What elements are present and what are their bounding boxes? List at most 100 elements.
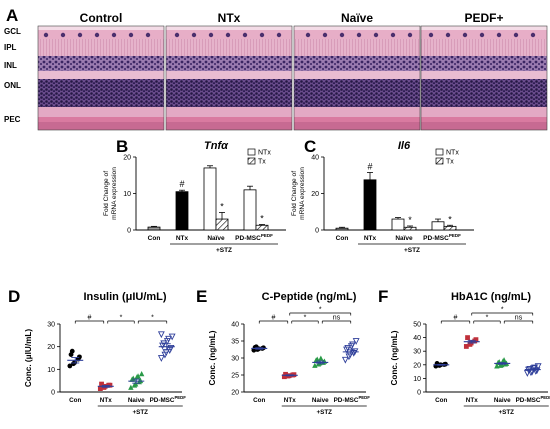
image-border xyxy=(293,25,421,131)
significance-mark: * xyxy=(220,201,224,211)
panel-label-e: E xyxy=(196,287,207,306)
image-border xyxy=(37,25,165,131)
chart-title: Il6 xyxy=(398,140,411,152)
bar xyxy=(431,221,445,231)
y-tick-label: 40 xyxy=(311,155,319,162)
onl-layer xyxy=(166,79,292,107)
gcl-layer xyxy=(38,30,164,39)
data-point xyxy=(283,371,288,377)
ganglion-cell xyxy=(462,32,468,38)
layer-label: GCL xyxy=(4,27,21,36)
legend-label: Tx xyxy=(446,159,454,166)
ganglion-cell xyxy=(390,32,396,38)
ganglion-cell xyxy=(174,32,180,38)
choroid-layer xyxy=(38,122,164,130)
significance-mark: * xyxy=(260,214,264,224)
y-tick-label: 25 xyxy=(231,373,239,380)
choroid-layer xyxy=(294,122,420,130)
x-tick-label-main: PD-MSC xyxy=(334,397,359,404)
data-point xyxy=(473,337,479,343)
image-border xyxy=(420,25,548,131)
y-tick-label: 20 xyxy=(231,390,239,397)
ganglion-cell xyxy=(276,32,282,38)
data-point xyxy=(67,363,73,369)
ganglion-cell xyxy=(191,32,197,38)
bar xyxy=(215,218,229,231)
y-axis-label: Conc. (ng/mL) xyxy=(208,330,217,385)
photoreceptor-layer xyxy=(294,107,420,117)
histology-column-label: PEDF+ xyxy=(464,11,503,25)
y-tick-label: 40 xyxy=(413,335,421,342)
significance-mark: # xyxy=(272,315,276,322)
ipl-layer xyxy=(166,39,292,56)
significance-mark: * xyxy=(501,307,504,314)
y-axis-label-line: mRNA expression xyxy=(299,167,306,220)
data-point xyxy=(138,370,145,377)
data-point xyxy=(137,377,144,384)
ganglion-cell xyxy=(43,32,49,38)
layer-label: INL xyxy=(4,61,17,70)
data-point xyxy=(167,344,175,352)
ganglion-cell xyxy=(208,32,214,38)
y-axis-label: Fold Change ofmRNA expression xyxy=(291,167,306,220)
pec-layer xyxy=(294,117,420,122)
y-tick-label: 10 xyxy=(413,376,421,383)
x-tick-label-main: PD-MSC xyxy=(423,235,449,242)
x-tick-label-superscript: PEDF xyxy=(540,395,550,400)
x-tick-label: Con xyxy=(69,397,81,404)
retina-section-image xyxy=(165,25,293,131)
legend-swatch-ntx xyxy=(247,148,256,156)
x-tick-label: Naive xyxy=(312,397,329,404)
chart-title: C-Peptide (ng/mL) xyxy=(262,291,357,303)
bar xyxy=(203,167,217,231)
layer-label: ONL xyxy=(4,81,21,90)
x-tick-label: Naive xyxy=(128,397,145,404)
y-tick-label: 20 xyxy=(311,191,319,198)
retina-section-image xyxy=(293,25,421,131)
legend-label: Tx xyxy=(258,159,266,166)
y-tick-label: 0 xyxy=(127,228,131,235)
histology-column-label: NTx xyxy=(218,11,241,25)
x-tick-label: NTx xyxy=(100,397,112,404)
panel-label-d: D xyxy=(8,287,20,306)
retina-section-image xyxy=(420,25,548,131)
x-tick-label-superscript: PEDF xyxy=(449,233,461,238)
ganglion-cell xyxy=(259,32,265,38)
ganglion-cell xyxy=(111,32,117,38)
data-point xyxy=(99,381,104,387)
data-point xyxy=(465,335,470,340)
data-point xyxy=(69,348,75,354)
legend-swatch-ntx xyxy=(435,148,444,156)
bar xyxy=(147,226,161,231)
significance-mark: ns xyxy=(333,315,341,322)
opl-layer xyxy=(294,71,420,79)
bar xyxy=(335,227,349,231)
significance-mark: # xyxy=(179,179,184,189)
bar xyxy=(255,224,269,231)
chart-title: Tnfα xyxy=(204,140,229,152)
ganglion-cell xyxy=(373,32,379,38)
y-tick-label: 50 xyxy=(413,322,421,329)
data-point xyxy=(531,364,538,372)
significance-mark: ns xyxy=(515,315,523,322)
panel-label-c: C xyxy=(304,137,316,156)
bar xyxy=(175,191,189,231)
ganglion-cell xyxy=(94,32,100,38)
group-label: +STZ xyxy=(498,409,514,416)
pec-layer xyxy=(166,117,292,122)
onl-layer xyxy=(294,79,420,107)
opl-layer xyxy=(38,71,164,79)
significance-mark: # xyxy=(367,162,372,172)
x-tick-label: NTx xyxy=(284,397,296,404)
inl-layer xyxy=(166,56,292,71)
ganglion-cell xyxy=(428,32,434,38)
onl-layer xyxy=(421,79,547,107)
y-axis-label-line: Fold Change of xyxy=(291,171,298,216)
y-axis-label: Fold Change ofmRNA expression xyxy=(103,167,118,220)
data-point xyxy=(157,355,165,362)
data-point xyxy=(352,338,360,345)
data-point xyxy=(463,344,469,349)
y-tick-label: 20 xyxy=(47,344,55,351)
x-tick-label: PD-MSCPEDF xyxy=(150,395,187,404)
